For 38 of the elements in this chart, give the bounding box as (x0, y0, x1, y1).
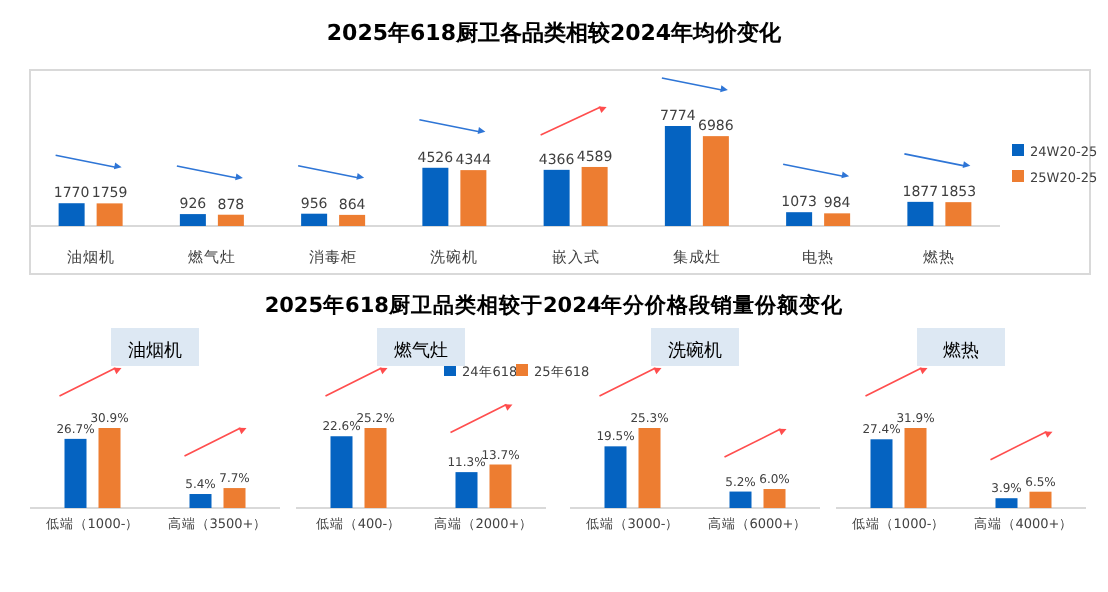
bar (904, 428, 927, 508)
bar (489, 464, 512, 508)
bar (301, 213, 328, 226)
bar (604, 446, 627, 508)
text: 2025年618厨卫品类相较于2024年分价格段销量份额变化 (264, 292, 846, 318)
bar (945, 202, 972, 226)
bar (543, 169, 570, 226)
bar (96, 203, 123, 226)
chart-title: 燃热 (943, 340, 979, 362)
chart-title: 洗碗机 (668, 340, 722, 362)
bar (364, 428, 387, 508)
bar (64, 438, 87, 508)
chart-title: 油烟机 (128, 340, 182, 362)
bar (223, 488, 246, 508)
bar (638, 428, 661, 508)
chart-title: 燃气灶 (394, 340, 448, 362)
chart-title: 2025年618厨卫各品类相较2024年均价变化 (326, 20, 784, 46)
bar (995, 498, 1018, 508)
bar (581, 166, 608, 226)
bar (98, 428, 121, 508)
bar (330, 436, 353, 508)
bar (339, 214, 366, 226)
bar (870, 439, 893, 508)
bar (179, 214, 206, 226)
bar (460, 170, 487, 226)
bar (189, 494, 212, 508)
bar (907, 201, 934, 226)
bar (217, 214, 244, 226)
bar (664, 126, 691, 226)
bar (729, 491, 752, 508)
bar (702, 136, 729, 226)
bar (763, 489, 786, 508)
bar (422, 167, 449, 226)
bar (1029, 491, 1052, 508)
bar (824, 213, 851, 226)
bar (58, 203, 85, 226)
bar (786, 212, 813, 226)
bar (455, 472, 478, 508)
